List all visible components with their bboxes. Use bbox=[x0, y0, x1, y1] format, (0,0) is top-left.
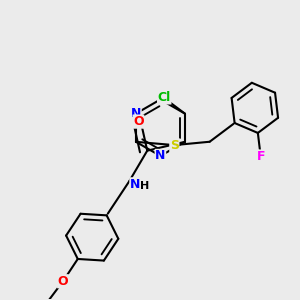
Text: N: N bbox=[131, 107, 141, 120]
Text: S: S bbox=[170, 139, 179, 152]
Text: Cl: Cl bbox=[158, 91, 171, 104]
Text: O: O bbox=[58, 275, 68, 288]
Text: H: H bbox=[140, 181, 149, 191]
Text: N: N bbox=[130, 178, 140, 191]
Text: O: O bbox=[133, 115, 144, 128]
Text: F: F bbox=[256, 150, 265, 163]
Text: N: N bbox=[155, 149, 166, 162]
